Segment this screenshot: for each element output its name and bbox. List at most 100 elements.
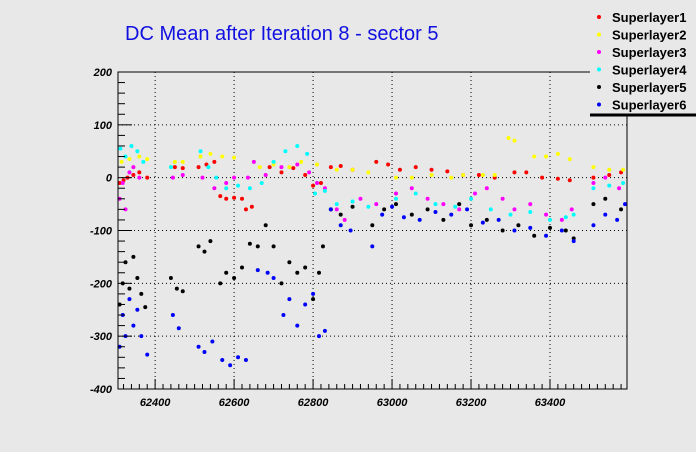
data-point xyxy=(559,217,564,222)
data-point xyxy=(508,212,513,217)
data-point xyxy=(287,260,292,265)
data-point xyxy=(174,286,179,291)
data-point xyxy=(441,217,446,222)
data-point xyxy=(303,173,308,178)
data-point xyxy=(591,223,596,228)
legend-entry: Superlayer2 xyxy=(612,28,686,43)
chart-title: DC Mean after Iteration 8 - sector 5 xyxy=(125,23,438,45)
series-superlayer5 xyxy=(117,196,624,310)
data-point xyxy=(500,228,505,233)
data-point xyxy=(563,215,568,220)
data-point xyxy=(500,196,505,201)
y-tick-label: -300 xyxy=(90,331,113,343)
data-point xyxy=(127,286,132,291)
data-point xyxy=(607,183,612,188)
data-point xyxy=(397,167,402,172)
data-point xyxy=(143,305,148,310)
data-point xyxy=(135,149,140,154)
data-point xyxy=(409,175,414,180)
data-point xyxy=(358,196,363,201)
data-point xyxy=(232,175,237,180)
data-point xyxy=(218,194,223,199)
data-point xyxy=(591,165,596,170)
data-point xyxy=(127,170,132,175)
x-tick-label: 62800 xyxy=(298,397,329,409)
data-point xyxy=(263,173,268,178)
data-point xyxy=(279,281,284,286)
data-point xyxy=(591,175,596,180)
data-point xyxy=(449,212,454,217)
data-point xyxy=(320,244,325,249)
data-point xyxy=(316,270,321,275)
series-superlayer4 xyxy=(118,143,626,222)
legend-marker xyxy=(597,15,601,19)
data-point xyxy=(328,207,333,212)
axes: 62400 62600 62800 63000 63200 63400 200 100 0 -10… xyxy=(90,67,622,409)
data-point xyxy=(528,225,533,230)
x-tick-label: 63000 xyxy=(377,397,408,409)
data-point xyxy=(322,328,327,333)
data-point xyxy=(281,313,286,318)
data-point xyxy=(547,225,552,230)
data-point xyxy=(316,334,321,339)
data-point xyxy=(429,167,434,172)
data-point xyxy=(393,175,398,180)
data-point xyxy=(117,180,122,185)
data-point xyxy=(236,183,241,188)
data-point xyxy=(232,276,237,281)
data-point xyxy=(224,196,229,201)
data-point xyxy=(295,323,300,328)
data-point xyxy=(512,228,517,233)
data-point xyxy=(380,212,385,217)
data-point xyxy=(591,186,596,191)
data-point xyxy=(295,162,300,167)
data-point xyxy=(303,302,308,307)
data-point xyxy=(366,204,371,209)
data-point xyxy=(480,173,485,178)
data-point xyxy=(342,217,347,222)
data-point xyxy=(303,265,308,270)
data-point xyxy=(127,157,132,162)
data-point xyxy=(212,186,217,191)
data-point xyxy=(170,313,175,318)
data-point xyxy=(239,265,244,270)
data-point xyxy=(512,207,517,212)
data-point xyxy=(137,170,142,175)
data-point xyxy=(131,254,136,259)
data-point xyxy=(492,173,497,178)
legend-marker xyxy=(597,67,601,72)
data-point xyxy=(196,244,201,249)
data-point xyxy=(311,183,316,188)
data-point xyxy=(469,223,474,228)
data-point xyxy=(131,323,136,328)
data-point xyxy=(127,297,132,302)
data-point xyxy=(315,162,320,167)
data-point xyxy=(295,270,300,275)
data-point xyxy=(328,165,333,170)
y-tick-label: -400 xyxy=(90,384,113,396)
data-point xyxy=(506,136,511,141)
x-tick-label: 62400 xyxy=(140,397,171,409)
data-point xyxy=(433,210,438,215)
data-point xyxy=(465,207,470,212)
data-point xyxy=(129,143,134,148)
data-point xyxy=(236,355,241,360)
data-point xyxy=(180,173,185,178)
data-point xyxy=(571,239,576,244)
data-point xyxy=(453,204,458,209)
data-point xyxy=(366,170,371,175)
data-point xyxy=(180,289,185,294)
data-point xyxy=(206,165,211,170)
data-point xyxy=(429,173,434,178)
data-point xyxy=(305,151,310,156)
data-point xyxy=(516,223,521,228)
data-point xyxy=(401,215,406,220)
data-point xyxy=(469,196,474,201)
data-point xyxy=(334,207,339,212)
data-point xyxy=(512,170,517,175)
data-point xyxy=(145,157,150,162)
data-point xyxy=(243,357,248,362)
series-superlayer2 xyxy=(119,136,626,180)
data-point xyxy=(249,204,254,209)
data-point xyxy=(350,167,355,172)
